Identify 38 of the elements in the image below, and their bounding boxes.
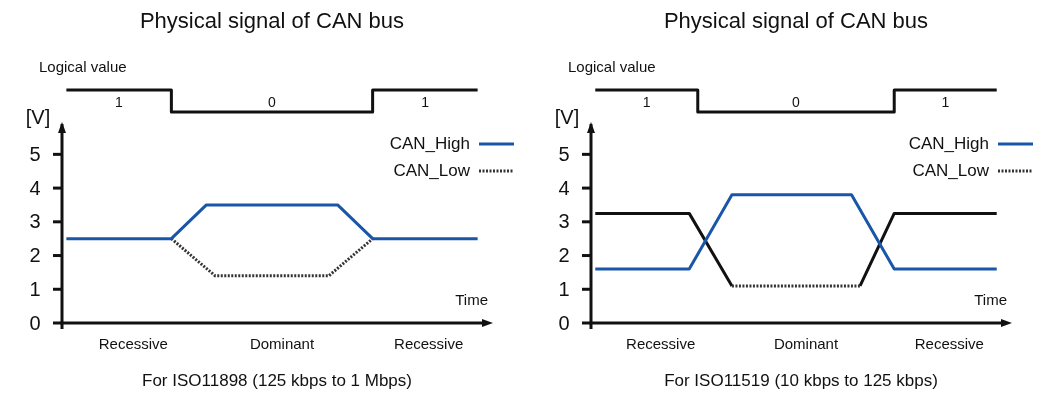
text: Dominant	[249, 335, 315, 353]
annotation: 1	[642, 93, 651, 110]
y-tick-label: 5	[558, 142, 570, 165]
y-tick-label: 0	[29, 311, 41, 334]
annotation: 1	[421, 93, 430, 110]
x-axis-title: Time	[455, 291, 488, 309]
y-tick-label: 0	[558, 311, 570, 334]
y-tick-label: 1	[558, 277, 570, 300]
y-tick-label: 3	[29, 210, 41, 233]
annotation: 1	[114, 93, 123, 110]
legend-label: CAN_High	[389, 133, 470, 153]
legend-label: CAN_Low	[393, 160, 471, 180]
y-tick-label: 4	[29, 176, 41, 199]
chart-title: Physical signal of CAN bus	[663, 8, 929, 34]
text: Dominant	[773, 335, 839, 353]
text: Recessive	[914, 335, 984, 353]
y-axis-title: Logical value	[568, 58, 656, 76]
text: Recessive	[98, 335, 168, 353]
text: Recessive	[394, 335, 464, 353]
y-axis-title: Logical value	[39, 58, 127, 76]
y-tick-label: 1	[29, 277, 41, 300]
y-tick-label: 4	[558, 176, 570, 199]
text: For ISO11519 (10 kbps to 125 kbps)	[664, 370, 938, 390]
y-axis-title: [V]	[25, 105, 51, 128]
annotation: 1	[941, 93, 950, 110]
legend-label: CAN_High	[908, 133, 989, 153]
text: For ISO11898 (125 kbps to 1 Mbps)	[142, 370, 412, 390]
text: Recessive	[626, 335, 696, 353]
annotation: 0	[268, 93, 277, 110]
y-tick-label: 5	[29, 142, 41, 165]
legend-label: CAN_Low	[912, 160, 990, 180]
y-axis-title: [V]	[554, 105, 580, 128]
x-axis-title: Time	[974, 291, 1007, 309]
chart-title: Physical signal of CAN bus	[139, 8, 405, 34]
y-tick-label: 3	[558, 210, 570, 233]
y-tick-label: 2	[558, 244, 570, 267]
annotation: 0	[792, 93, 801, 110]
y-tick-label: 2	[29, 244, 41, 267]
